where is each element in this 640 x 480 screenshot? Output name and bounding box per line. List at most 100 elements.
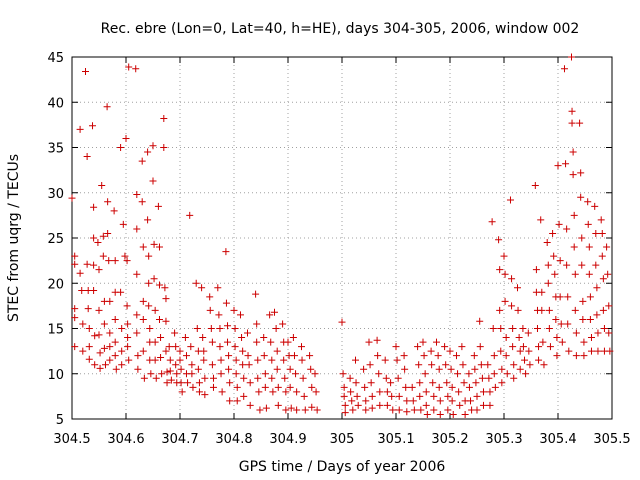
data-point xyxy=(368,392,376,400)
data-point xyxy=(554,162,562,170)
data-point xyxy=(194,365,202,373)
data-point xyxy=(150,275,158,283)
data-point xyxy=(90,203,98,211)
data-point xyxy=(226,379,234,387)
data-point xyxy=(178,388,186,396)
data-point xyxy=(157,353,165,361)
data-point xyxy=(134,352,142,360)
data-point xyxy=(167,376,175,384)
data-point xyxy=(163,379,171,387)
data-point xyxy=(486,388,494,396)
data-point xyxy=(555,220,563,228)
data-point xyxy=(90,286,98,294)
chart-title: Rec. ebre (Lon=0, Lat=40, h=HE), days 30… xyxy=(101,21,580,37)
x-tick-label: 305 xyxy=(330,432,355,447)
data-point xyxy=(117,144,125,151)
data-point xyxy=(564,320,572,328)
data-point xyxy=(123,302,131,310)
data-point xyxy=(365,338,373,346)
data-point xyxy=(172,343,180,351)
data-point xyxy=(105,257,113,265)
data-point xyxy=(239,347,247,355)
data-point xyxy=(563,225,571,233)
data-point xyxy=(570,243,578,251)
y-tick-label: 35 xyxy=(47,142,64,157)
data-point xyxy=(306,352,314,360)
data-point xyxy=(101,361,109,369)
y-tick-label: 10 xyxy=(47,368,64,383)
data-point xyxy=(340,392,348,400)
data-point xyxy=(416,392,424,400)
data-point xyxy=(442,361,450,369)
data-point xyxy=(490,352,498,360)
data-point xyxy=(98,182,106,190)
data-point xyxy=(585,270,593,278)
data-point xyxy=(485,374,493,382)
data-point xyxy=(497,325,505,332)
data-point xyxy=(448,397,456,405)
data-point xyxy=(516,347,524,355)
data-point xyxy=(461,410,469,418)
data-point xyxy=(544,279,552,287)
data-point xyxy=(579,297,587,305)
data-point xyxy=(348,397,356,405)
data-point xyxy=(606,347,614,355)
data-point xyxy=(452,352,460,360)
data-point xyxy=(71,252,79,260)
data-point xyxy=(118,347,126,355)
data-point xyxy=(428,361,436,369)
data-point xyxy=(155,243,163,251)
data-point xyxy=(150,240,158,248)
data-point xyxy=(543,239,551,247)
data-point xyxy=(388,392,396,400)
x-axis-label: GPS time / Days of year 2006 xyxy=(239,459,446,475)
data-point xyxy=(177,365,185,373)
data-point xyxy=(552,315,560,323)
data-point xyxy=(420,352,428,360)
data-point xyxy=(68,194,76,202)
data-point xyxy=(222,248,230,256)
data-point xyxy=(147,370,155,378)
data-point xyxy=(308,403,316,411)
data-point xyxy=(338,318,346,326)
data-point xyxy=(516,365,524,373)
data-point xyxy=(104,198,112,206)
data-point xyxy=(139,347,147,355)
data-point xyxy=(253,338,261,346)
data-point xyxy=(298,356,306,364)
data-point xyxy=(144,216,152,224)
data-point xyxy=(160,115,168,123)
data-point xyxy=(139,315,147,323)
data-point xyxy=(447,365,455,373)
data-point xyxy=(307,365,315,373)
data-point xyxy=(479,401,487,409)
data-point xyxy=(441,343,449,351)
data-point xyxy=(465,370,473,378)
data-point xyxy=(423,410,431,418)
data-point xyxy=(254,356,262,364)
data-point xyxy=(118,361,126,369)
data-point xyxy=(500,252,508,260)
data-point xyxy=(408,383,416,391)
data-point xyxy=(341,401,349,409)
data-point xyxy=(289,334,297,342)
data-point xyxy=(252,290,260,298)
data-point xyxy=(349,406,357,414)
data-point xyxy=(352,379,360,387)
data-point xyxy=(232,370,240,378)
data-point xyxy=(225,352,233,360)
data-point xyxy=(497,347,505,355)
data-point xyxy=(293,406,301,414)
data-point xyxy=(553,334,561,342)
data-point xyxy=(586,293,594,301)
data-point xyxy=(91,361,99,369)
data-point xyxy=(132,65,140,73)
data-point xyxy=(584,198,592,206)
data-point xyxy=(519,325,527,332)
data-point xyxy=(455,388,463,396)
data-point xyxy=(560,65,568,73)
data-point xyxy=(473,406,481,414)
data-point xyxy=(311,370,319,378)
data-point xyxy=(577,169,585,177)
data-point xyxy=(556,293,564,301)
